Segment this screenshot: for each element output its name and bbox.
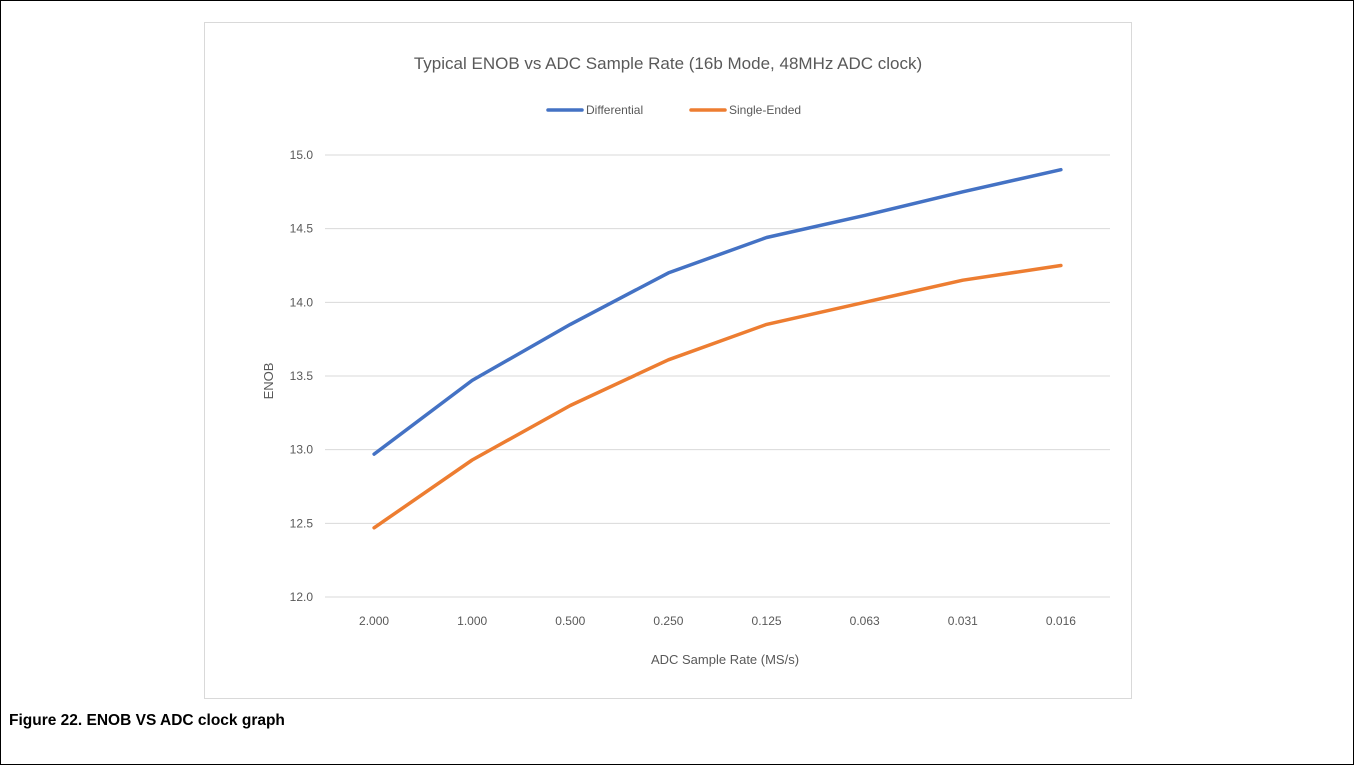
y-tick-label: 12.0: [290, 590, 314, 604]
y-tick-label: 15.0: [290, 148, 314, 162]
x-axis-ticks: 2.000 1.000 0.500 0.250 0.125 0.063 0.031 0.016: [359, 614, 1076, 628]
legend-label: Differential: [586, 103, 643, 117]
legend-label: Single-Ended: [729, 103, 801, 117]
x-tick-label: 0.125: [752, 614, 782, 628]
line-chart: Typical ENOB vs ADC Sample Rate (16b Mod…: [261, 54, 1110, 667]
y-tick-label: 14.5: [290, 222, 314, 236]
x-tick-label: 0.250: [653, 614, 683, 628]
x-tick-label: 0.016: [1046, 614, 1076, 628]
x-tick-label: 0.031: [948, 614, 978, 628]
y-tick-label: 13.5: [290, 369, 314, 383]
x-axis-label: ADC Sample Rate (MS/s): [651, 652, 799, 667]
x-tick-label: 1.000: [457, 614, 487, 628]
y-tick-label: 13.0: [290, 443, 314, 457]
y-tick-label: 12.5: [290, 516, 314, 530]
x-tick-label: 0.500: [555, 614, 585, 628]
chart-area: Typical ENOB vs ADC Sample Rate (16b Mod…: [204, 22, 1132, 699]
figure-caption: Figure 22. ENOB VS ADC clock graph: [9, 712, 285, 729]
gridlines: [325, 154, 1110, 598]
legend: Differential Single-Ended: [546, 103, 801, 117]
y-tick-label: 14.0: [290, 295, 314, 309]
series-lines: [372, 167, 1063, 530]
y-axis-ticks: 12.0 12.5 13.0 13.5 14.0 14.5 15.0: [290, 148, 314, 604]
series-line-differential: [372, 167, 1063, 456]
y-axis-label: ENOB: [261, 363, 276, 400]
series-line-single-ended: [372, 263, 1063, 530]
x-tick-label: 0.063: [850, 614, 880, 628]
chart-title: Typical ENOB vs ADC Sample Rate (16b Mod…: [414, 54, 922, 73]
x-tick-label: 2.000: [359, 614, 389, 628]
